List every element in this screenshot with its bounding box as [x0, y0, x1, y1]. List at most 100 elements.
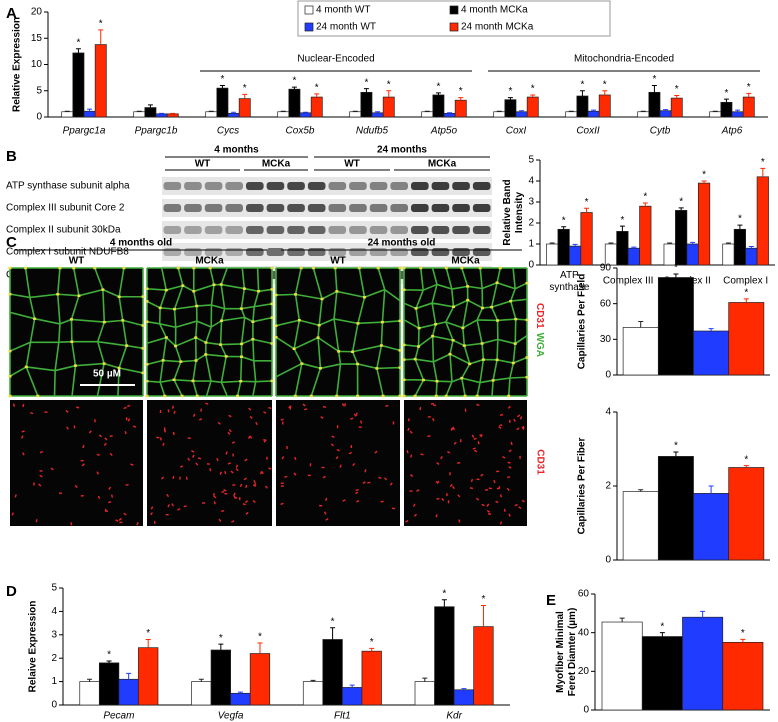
error-bar — [496, 110, 502, 112]
significance-label: * — [652, 74, 656, 85]
legend-label: 24 month MCKa — [461, 22, 534, 33]
bar — [526, 96, 539, 118]
significance-label: * — [99, 18, 103, 29]
wga-mesh — [403, 267, 528, 397]
y-axis-label: Relative Expression — [12, 17, 23, 112]
bar — [515, 111, 528, 118]
blot-band — [287, 204, 305, 212]
error-bar — [435, 92, 441, 95]
error-bar — [422, 677, 428, 682]
bar — [693, 330, 730, 376]
error-bar — [735, 109, 741, 112]
bar — [504, 99, 517, 118]
error-bar — [561, 226, 567, 230]
error-bar — [743, 465, 749, 468]
error-bar — [257, 642, 263, 654]
error-bar — [760, 167, 766, 177]
blot-band — [349, 226, 367, 234]
significance-label: * — [580, 79, 584, 90]
blot-band — [287, 182, 305, 190]
significance-label: * — [562, 215, 566, 226]
error-bar — [663, 109, 669, 111]
bar — [249, 653, 271, 706]
significance-label: * — [508, 86, 512, 97]
error-bar — [723, 98, 729, 103]
blot-band — [204, 182, 223, 190]
cd31-stain — [11, 403, 139, 526]
panel-label: C — [6, 234, 17, 251]
error-bar — [507, 97, 513, 100]
bar — [682, 616, 724, 711]
y-tick-label: 0 — [583, 705, 589, 716]
micrograph-group-label: 24 months old — [368, 238, 436, 249]
bar — [210, 649, 231, 706]
bar — [641, 636, 683, 711]
error-bar — [349, 684, 355, 688]
significance-label: * — [674, 441, 678, 452]
x-tick-label: Complex III — [603, 276, 654, 287]
significance-label: * — [220, 74, 224, 85]
blot-band — [431, 248, 450, 256]
bar — [216, 87, 229, 118]
significance-label: * — [761, 157, 765, 168]
error-bar — [280, 110, 286, 112]
bar — [361, 650, 382, 706]
y-tick-label: 2 — [51, 653, 57, 664]
error-bar — [568, 110, 574, 112]
bar — [709, 111, 722, 118]
bar — [302, 681, 324, 706]
x-tick-label: Cytb — [650, 126, 671, 137]
significance-label: * — [292, 76, 296, 87]
blot-band — [328, 226, 347, 234]
error-bar — [725, 242, 731, 244]
bar — [697, 182, 711, 266]
error-bar — [386, 90, 392, 98]
bar — [360, 91, 373, 118]
blot-band — [163, 226, 182, 234]
blot-band — [246, 248, 264, 256]
x-tick-label: Flt1 — [334, 711, 351, 722]
blot-band — [411, 226, 429, 234]
x-tick-label: Complex I — [723, 276, 768, 287]
blot-band — [369, 226, 388, 234]
y-tick-label: 60 — [578, 589, 590, 600]
blot-band — [349, 248, 367, 256]
wga-mesh — [146, 267, 273, 397]
y-tick-label: 60 — [600, 298, 612, 309]
legend-label: 24 month WT — [316, 22, 376, 33]
y-tick-label: 5 — [528, 155, 534, 166]
x-tick-label: Ppargc1b — [135, 126, 178, 137]
blot-band — [472, 182, 491, 190]
legend-swatch — [449, 22, 459, 32]
blot-band — [411, 182, 429, 190]
error-bar — [447, 112, 453, 114]
blot-group-label: 4 months — [214, 145, 259, 156]
error-bar — [98, 29, 104, 45]
blot-row-label: Complex III subunit Core 2 — [6, 203, 125, 214]
wga-mesh — [275, 267, 401, 397]
bar — [310, 96, 323, 118]
wga-dots — [8, 266, 145, 398]
blot-band — [184, 204, 202, 212]
bar — [382, 96, 395, 118]
significance-label: * — [679, 197, 683, 208]
bar — [731, 111, 744, 118]
x-tick-label: Pecam — [103, 711, 134, 722]
error-bar — [147, 104, 153, 108]
bar — [657, 277, 694, 376]
significance-label: * — [585, 197, 589, 208]
y-axis-label: Capillaries Per Field — [577, 274, 588, 370]
error-bar — [638, 321, 644, 328]
bar — [133, 111, 146, 118]
error-bar — [673, 273, 679, 278]
significance-label: * — [674, 263, 678, 274]
blot-row-label: Complex I subunit NDUFB8 — [6, 247, 129, 258]
error-bar — [106, 660, 112, 663]
error-bar — [231, 111, 237, 114]
blot-band — [307, 182, 326, 190]
blot-band — [431, 226, 450, 234]
y-tick-label: 1 — [51, 676, 57, 687]
panel-label: E — [546, 592, 556, 609]
error-bar — [145, 638, 151, 648]
bar — [79, 681, 100, 706]
